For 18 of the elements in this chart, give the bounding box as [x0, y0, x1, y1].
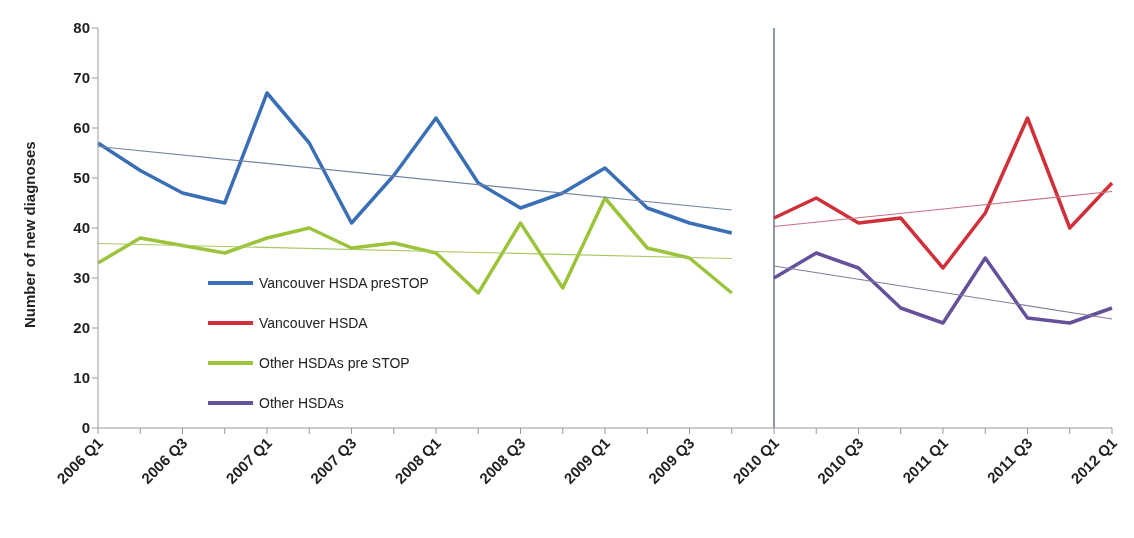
- y-tick-label: 10: [73, 369, 90, 387]
- line-series: [772, 116, 1114, 270]
- legend-label: Other HSDAs pre STOP: [259, 355, 410, 371]
- line-series: [772, 251, 1114, 325]
- y-tick-label: 50: [73, 169, 90, 187]
- y-tick-label: 70: [73, 69, 90, 87]
- legend-label: Other HSDAs: [259, 395, 344, 411]
- legend-label: Vancouver HSDA preSTOP: [259, 275, 429, 291]
- y-tick-label: 40: [73, 219, 90, 237]
- y-tick-label: 80: [73, 19, 90, 37]
- line-series: [96, 196, 734, 295]
- y-tick-label: 60: [73, 119, 90, 137]
- y-tick-label: 30: [73, 269, 90, 287]
- line-series: [96, 91, 734, 235]
- y-tick-label: 20: [73, 319, 90, 337]
- y-tick-label: 0: [81, 419, 90, 437]
- y-axis-title: Number of new diagnoses: [21, 141, 39, 328]
- legend-label: Vancouver HSDA: [259, 315, 368, 331]
